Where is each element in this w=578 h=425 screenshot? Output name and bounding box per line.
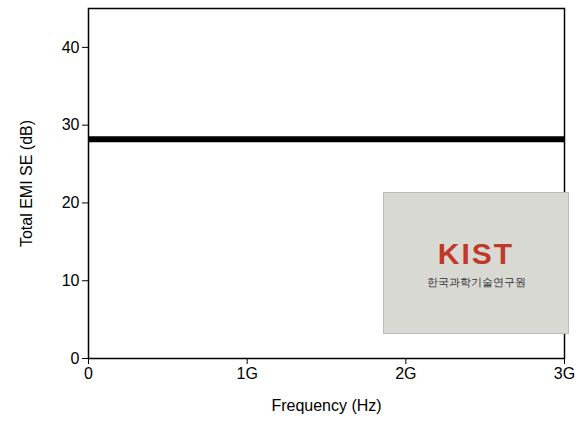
svg-text:20: 20 (62, 194, 80, 211)
svg-text:1G: 1G (236, 365, 257, 382)
svg-text:0: 0 (84, 365, 93, 382)
svg-text:2G: 2G (395, 365, 416, 382)
svg-text:Total EMI SE (dB): Total EMI SE (dB) (18, 120, 35, 247)
svg-text:30: 30 (62, 116, 80, 133)
svg-text:3G: 3G (554, 365, 575, 382)
html-text:KIST: KIST (437, 236, 515, 270)
svg-text:40: 40 (62, 39, 80, 56)
svg-text:Frequency (Hz): Frequency (Hz) (271, 397, 381, 414)
svg-text:10: 10 (62, 272, 80, 289)
svg-text:0: 0 (71, 350, 80, 367)
html-text:한국과학기술연구원: 한국과학기술연구원 (426, 275, 526, 289)
